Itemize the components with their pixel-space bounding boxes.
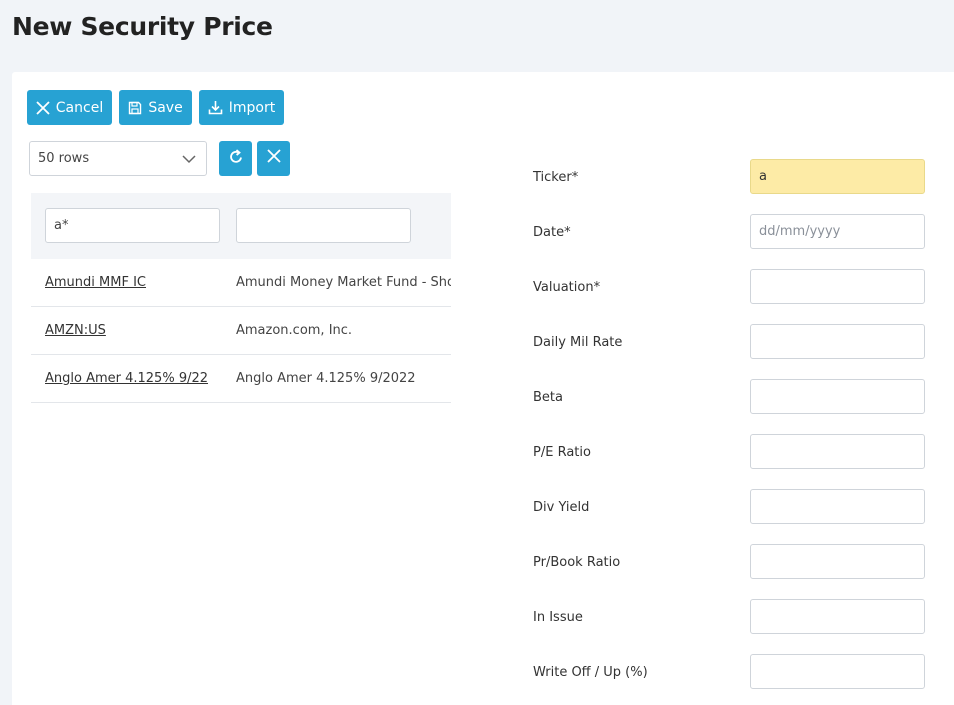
daily-mil-rate-label: Daily Mil Rate — [533, 335, 623, 350]
name-filter-input[interactable] — [236, 208, 411, 243]
write-off-up-field[interactable] — [750, 654, 925, 689]
table-row[interactable]: Amundi MMF IC Amundi Money Market Fund -… — [31, 259, 451, 307]
security-code-link[interactable]: Anglo Amer 4.125% 9/22 — [45, 371, 209, 386]
table-row[interactable]: AMZN:US Amazon.com, Inc. — [31, 307, 451, 355]
table-row[interactable]: Anglo Amer 4.125% 9/22 Anglo Amer 4.125%… — [31, 355, 451, 403]
clear-icon — [266, 149, 281, 168]
refresh-icon — [229, 148, 243, 169]
security-name: Amazon.com, Inc. — [236, 323, 353, 338]
code-filter-input[interactable]: a* — [45, 208, 220, 243]
import-icon — [208, 100, 223, 115]
in-issue-label: In Issue — [533, 610, 583, 625]
pr-book-ratio-label: Pr/Book Ratio — [533, 555, 621, 570]
security-grid: a* Amundi MMF IC Amundi Money Market Fun… — [31, 193, 451, 403]
close-icon — [36, 100, 50, 115]
security-code-link[interactable]: Amundi MMF IC — [45, 275, 146, 290]
ticker-field[interactable]: a — [750, 159, 925, 194]
cancel-label: Cancel — [55, 99, 104, 116]
save-button[interactable]: Save — [119, 90, 192, 125]
security-code-link[interactable]: AMZN:US — [45, 323, 106, 338]
date-label: Date* — [533, 225, 571, 240]
date-field[interactable]: dd/mm/yyyy — [750, 214, 925, 249]
beta-label: Beta — [533, 390, 563, 405]
pe-ratio-label: P/E Ratio — [533, 445, 591, 460]
refresh-button[interactable] — [219, 141, 252, 176]
chevron-down-icon — [182, 153, 196, 168]
import-label: Import — [228, 99, 276, 116]
rows-per-page-value: 50 rows — [38, 151, 90, 166]
pe-ratio-field[interactable] — [750, 434, 925, 469]
valuation-field[interactable] — [750, 269, 925, 304]
grid-filter-row: a* — [31, 193, 451, 259]
page-title: New Security Price — [12, 12, 273, 41]
clear-filters-button[interactable] — [257, 141, 290, 176]
security-name: Amundi Money Market Fund - Sho — [236, 275, 451, 290]
div-yield-label: Div Yield — [533, 500, 590, 515]
ticker-label: Ticker* — [533, 170, 579, 185]
cancel-button[interactable]: Cancel — [27, 90, 112, 125]
pr-book-ratio-field[interactable] — [750, 544, 925, 579]
beta-field[interactable] — [750, 379, 925, 414]
rows-per-page-select[interactable]: 50 rows — [29, 141, 207, 176]
write-off-up-label: Write Off / Up (%) — [533, 665, 648, 680]
div-yield-field[interactable] — [750, 489, 925, 524]
valuation-label: Valuation* — [533, 280, 601, 295]
daily-mil-rate-field[interactable] — [750, 324, 925, 359]
save-icon — [128, 101, 142, 115]
import-button[interactable]: Import — [199, 90, 284, 125]
save-label: Save — [148, 99, 183, 116]
in-issue-field[interactable] — [750, 599, 925, 634]
security-name: Anglo Amer 4.125% 9/2022 — [236, 371, 416, 386]
